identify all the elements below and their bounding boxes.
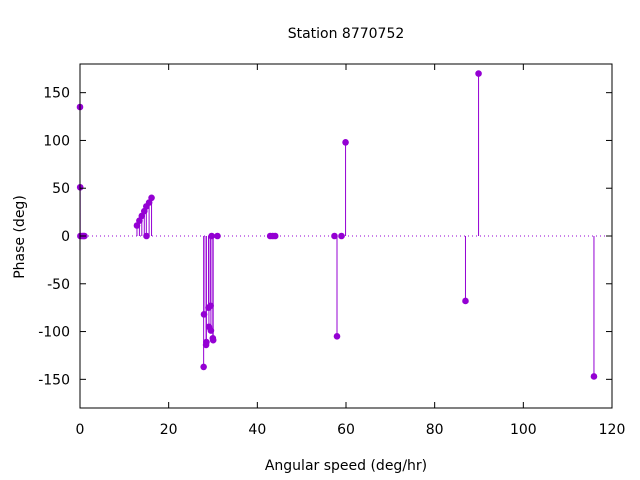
x-axis-label: Angular speed (deg/hr) bbox=[265, 458, 427, 474]
data-point bbox=[338, 232, 345, 240]
y-tick-label: 150 bbox=[43, 86, 70, 102]
y-tick-label: -100 bbox=[38, 325, 70, 341]
y-tick-label: 50 bbox=[52, 181, 70, 197]
y-tick-label: 0 bbox=[61, 229, 70, 245]
data-point bbox=[462, 297, 469, 305]
data-point bbox=[331, 232, 338, 240]
data-point bbox=[148, 194, 155, 202]
x-tick-label: 80 bbox=[426, 422, 444, 438]
data-point bbox=[214, 232, 221, 240]
plot-frame bbox=[79, 63, 613, 409]
y-tick-label: 100 bbox=[43, 133, 70, 149]
data-point bbox=[143, 232, 150, 240]
chart-title: Station 8770752 bbox=[288, 26, 405, 42]
axis-ticks: 0 20 40 60 80 100 120 -150 -100 -50 0 50 100 150 bbox=[38, 64, 625, 438]
x-tick-label: 40 bbox=[248, 422, 266, 438]
data-point bbox=[209, 336, 217, 344]
x-tick-label: 120 bbox=[599, 422, 626, 438]
x-tick-label: 0 bbox=[76, 422, 85, 438]
data-point bbox=[203, 338, 210, 346]
data-point bbox=[590, 373, 598, 380]
stem-series bbox=[76, 70, 598, 380]
x-tick-label: 20 bbox=[160, 422, 178, 438]
data-point bbox=[333, 333, 341, 340]
x-tick-label: 60 bbox=[337, 422, 355, 438]
y-tick-label: -50 bbox=[47, 277, 70, 293]
data-point bbox=[208, 232, 215, 240]
data-point bbox=[271, 232, 279, 240]
y-tick-label: -150 bbox=[38, 372, 70, 388]
x-tick-label: 100 bbox=[510, 422, 537, 438]
data-point bbox=[200, 363, 207, 371]
y-axis-label: Phase (deg) bbox=[12, 195, 28, 279]
data-point bbox=[342, 139, 349, 146]
data-point bbox=[475, 70, 482, 77]
